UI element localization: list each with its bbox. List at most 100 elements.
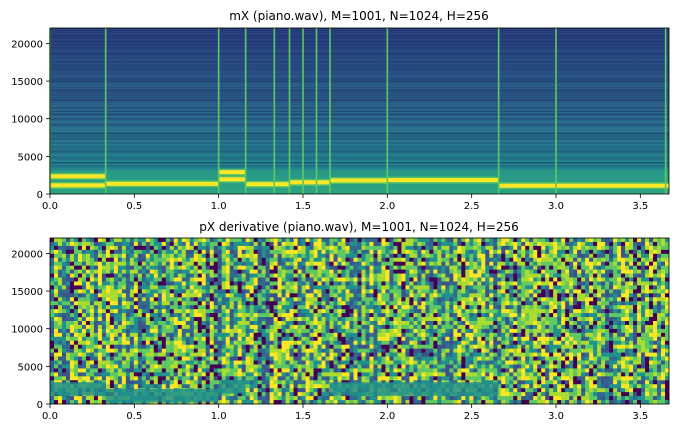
phase-cell [97, 340, 103, 346]
phase-cell [417, 265, 422, 270]
phase-cell [485, 261, 490, 266]
phase-cell [321, 396, 326, 401]
phase-cell [141, 245, 147, 251]
phase-cell [229, 301, 234, 306]
phase-cell [293, 396, 298, 401]
phase-cell [449, 281, 454, 286]
phase-cell [285, 277, 290, 282]
phase-cell [309, 313, 314, 318]
phase-cell [309, 297, 314, 302]
phase-cell [81, 269, 87, 274]
phase-cell [405, 309, 410, 314]
phase-cell [433, 293, 438, 298]
phase-cell [137, 372, 143, 377]
phase-cell [169, 372, 175, 377]
phase-cell [197, 364, 203, 369]
phase-cell [365, 301, 370, 306]
texture-line [50, 162, 669, 164]
phase-cell [509, 245, 514, 251]
phase-cell [269, 289, 274, 294]
phase-cell [169, 261, 175, 266]
texture-line [50, 107, 669, 109]
phase-cell [257, 241, 262, 247]
phase-cell [301, 273, 306, 278]
phase-cell [381, 336, 386, 342]
phase-cell [225, 348, 231, 353]
phase-cell [465, 285, 470, 290]
phase-cell [457, 253, 462, 259]
phase-cell [245, 396, 250, 401]
phase-cell [473, 265, 478, 270]
phase-cell [385, 285, 390, 290]
phase-cell [421, 293, 426, 298]
phase-cell [481, 364, 486, 369]
phase-cell [129, 269, 135, 274]
phase-cell [277, 241, 282, 247]
phase-cell [50, 265, 55, 270]
phase-cell [253, 293, 258, 298]
phase-cell [197, 273, 203, 278]
phase-cell [405, 352, 410, 357]
phase-cell [185, 261, 191, 266]
phase-cell [341, 352, 346, 357]
texture-line [50, 150, 669, 152]
phase-cell [73, 336, 79, 342]
phase-cell [97, 376, 103, 381]
phase-cell [145, 269, 151, 274]
phase-cell [417, 305, 422, 310]
phase-cell [477, 238, 482, 243]
phase-cell [437, 277, 442, 282]
phase-cell [409, 297, 414, 302]
phase-cell [501, 293, 506, 298]
phase-cell [481, 340, 486, 346]
phase-cell [393, 285, 398, 290]
phase-cell [253, 281, 258, 286]
phase-cell [69, 324, 75, 330]
phase-cell [317, 317, 322, 322]
phase-cell [233, 277, 238, 282]
phase-cell [337, 317, 342, 322]
phase-cell [489, 313, 494, 318]
phase-cell [433, 238, 438, 243]
phase-cell [357, 368, 362, 373]
phase-cell [473, 261, 478, 266]
phase-cell [417, 309, 422, 314]
phase-cell [261, 368, 266, 373]
phase-cell [449, 344, 454, 349]
phase-cell [65, 293, 71, 298]
phase-cell [237, 281, 242, 286]
phase-cell [381, 261, 386, 266]
phase-cell [369, 352, 374, 357]
phase-cell [121, 384, 127, 389]
phase-cell [121, 332, 127, 338]
phase-cell [465, 261, 470, 266]
phase-cell [221, 364, 227, 369]
phase-cell [305, 400, 310, 405]
phase-cell [105, 356, 111, 361]
phase-cell [413, 336, 418, 342]
phase-cell [201, 269, 207, 274]
phase-cell [489, 400, 494, 405]
phase-cell [297, 289, 302, 294]
phase-cell [85, 364, 91, 369]
phase-cell [441, 238, 446, 243]
phase-cell [57, 301, 63, 306]
phase-cell [177, 332, 183, 338]
phase-cell [57, 340, 63, 346]
phase-cell [65, 400, 71, 405]
phase-cell [289, 360, 294, 365]
phase-cell [237, 364, 242, 369]
phase-cell [329, 293, 334, 298]
phase-cell [445, 301, 450, 306]
phase-cell [349, 281, 354, 286]
phase-cell [109, 380, 115, 385]
phase-cell [389, 238, 394, 243]
phase-cell [425, 285, 430, 290]
phase-cell [105, 301, 111, 306]
phase-cell [277, 249, 282, 255]
phase-cell [229, 396, 234, 401]
phase-cell [337, 360, 342, 365]
phase-cell [265, 245, 270, 251]
phase-cell [161, 249, 167, 255]
phase-cell [213, 360, 219, 365]
